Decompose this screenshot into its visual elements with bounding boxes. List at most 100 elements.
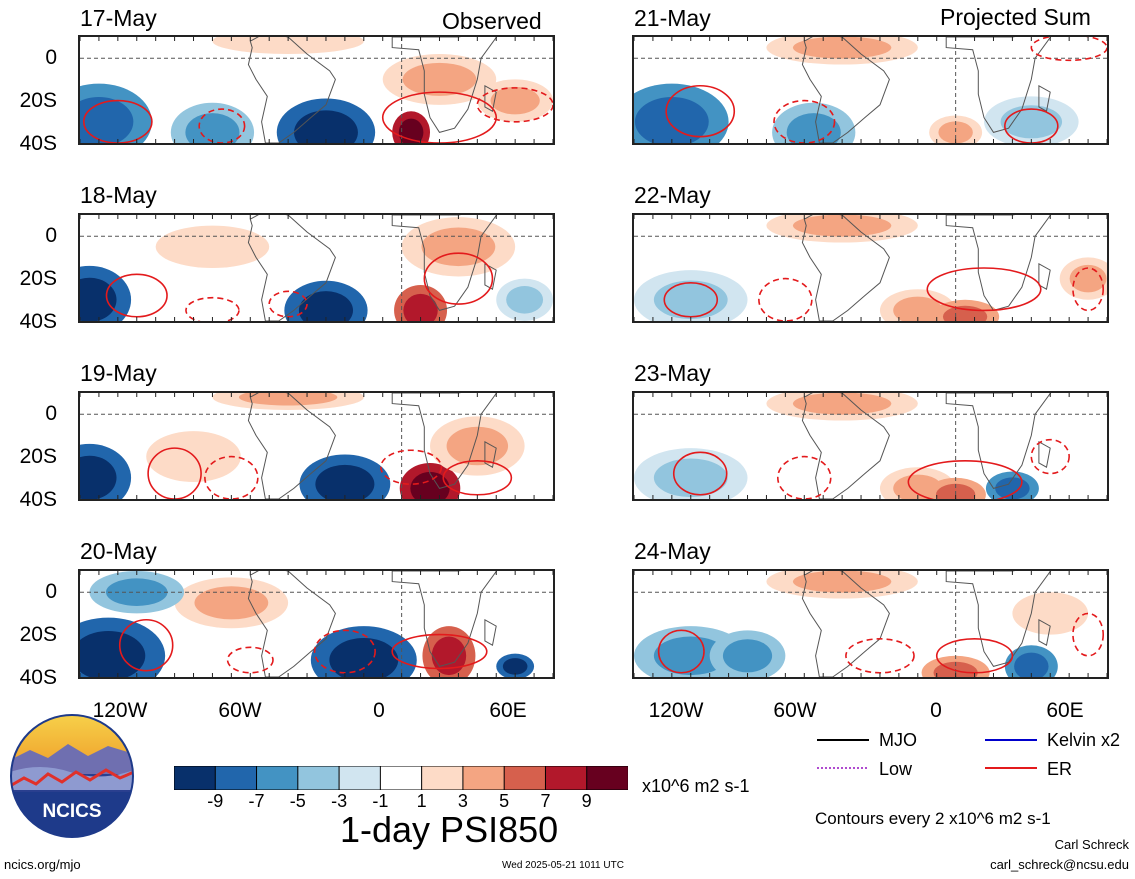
lon-label-60e-right: 60E [1046,699,1084,722]
coastline-south-america [247,215,336,321]
colorbar-tick-label: 3 [457,791,468,811]
lat-label-20s-p3: 20S [19,445,57,468]
colorbar-swatch [462,765,505,791]
er-contour [1004,108,1059,143]
coastline-madagascar [1038,84,1051,112]
er-contour [773,99,836,143]
er-contour [1030,438,1070,475]
coastline-africa [391,393,498,489]
er-contour [313,629,376,674]
lat-label-20s-p2: 20S [19,267,57,290]
coastline-madagascar [484,618,497,646]
footer-author: Carl Schreck [1054,837,1129,852]
colorbar-tick-label: -3 [331,791,348,811]
projected-sum-title: Projected Sum [940,4,1091,30]
er-contour [907,460,1023,499]
colorbar-tick-label: -7 [248,791,265,811]
coastline-africa [391,215,498,311]
coastline-madagascar [1038,262,1051,290]
lon-label-60w-right: 60W [773,699,817,722]
map-panel-right-4 [632,569,1109,679]
legend-label-er: ER [1047,759,1073,779]
lat-label-40s-p4: 40S [19,666,57,689]
coastline-africa [945,571,1052,667]
er-contour [663,282,719,318]
colorbar-swatch [421,765,464,791]
panel-date-right-1: 21-May [634,5,711,31]
colorbar-tick-label: 5 [499,791,510,811]
map-panel-left-2 [78,213,555,323]
coastline-south-america [801,37,890,143]
lat-label-40s-p2: 40S [19,310,57,333]
legend-label-low: Low [879,759,913,779]
legend-line-kelvin [985,739,1037,741]
lat-label-0-p4: 0 [45,580,57,603]
coastline-africa [945,393,1052,489]
coastline-madagascar [1038,440,1051,468]
er-contour [391,633,488,670]
panel-date-left-4: 20-May [80,538,157,564]
lon-label-0-left: 0 [373,699,385,722]
colorbar-swatch [586,765,629,791]
er-contour [926,267,1042,312]
observed-title: Observed [442,8,542,34]
footer-email: carl_schreck@ncsu.edu [990,857,1129,872]
er-contour [1072,612,1105,657]
lat-label-0-p3: 0 [45,402,57,425]
colorbar-swatch [503,765,547,791]
panel-date-right-2: 22-May [634,182,711,208]
legend-label-kelvin: Kelvin x2 [1047,730,1121,750]
coastline-madagascar [1038,618,1051,646]
er-contour [935,638,1014,674]
er-contour [105,273,168,318]
coastline-south-america [801,215,890,321]
colorbar-swatch [214,765,258,791]
legend-line-low [817,767,869,769]
coastline-south-america [247,571,336,677]
colorbar-tick-labels: -9 -7 -5 -3 -1 1 3 5 7 9 [174,791,628,815]
colorbar-swatch [256,765,299,791]
er-contour [268,290,308,318]
lat-label-20s-p4: 20S [19,623,57,646]
logo-text: NCICS [42,801,101,822]
contour-interval-note: Contours every 2 x10^6 m2 s-1 [815,809,1051,828]
legend-line-er [985,767,1037,769]
legend: MJO Kelvin x2 Low ER [817,730,1127,790]
lon-label-120w-left: 120W [92,699,148,722]
coastline-africa [945,215,1052,311]
lat-label-0-p2: 0 [45,224,57,247]
colorbar-swatch [379,765,423,791]
er-contour [380,449,443,485]
coastline-africa [391,37,498,133]
coastline-africa [945,37,1052,133]
map-panel-left-3 [78,391,555,501]
colorbar-swatch [173,765,217,791]
coastline-madagascar [484,262,497,290]
er-contour [672,451,728,496]
map-panel-right-2 [632,213,1109,323]
legend-line-mjo [817,739,869,741]
map-panel-right-3 [632,391,1109,501]
colorbar-tick-label: -1 [372,791,389,811]
panel-date-left-2: 18-May [80,182,157,208]
coastline-madagascar [484,84,497,112]
coastline-south-america [801,571,890,677]
er-contour [657,629,705,674]
er-contour [82,99,153,143]
footer-url: ncics.org/mjo [4,857,81,872]
coastline-africa [391,571,498,667]
map-panel-left-1 [78,35,555,145]
er-contour [226,646,274,674]
er-contour [423,252,494,305]
lat-label-20s-p1: 20S [19,89,57,112]
lon-label-60w-left: 60W [218,699,262,722]
coastline-south-america [801,393,890,499]
map-panel-left-4 [78,569,555,679]
panel-date-left-1: 17-May [80,5,157,31]
colorbar-units: x10^6 m2 s-1 [642,776,750,796]
colorbar-tick-label: -9 [207,791,224,811]
lon-label-120w-right: 120W [648,699,704,722]
lon-label-60e-left: 60E [489,699,527,722]
colorbar-swatch [544,765,588,791]
coastline-madagascar [484,440,497,468]
